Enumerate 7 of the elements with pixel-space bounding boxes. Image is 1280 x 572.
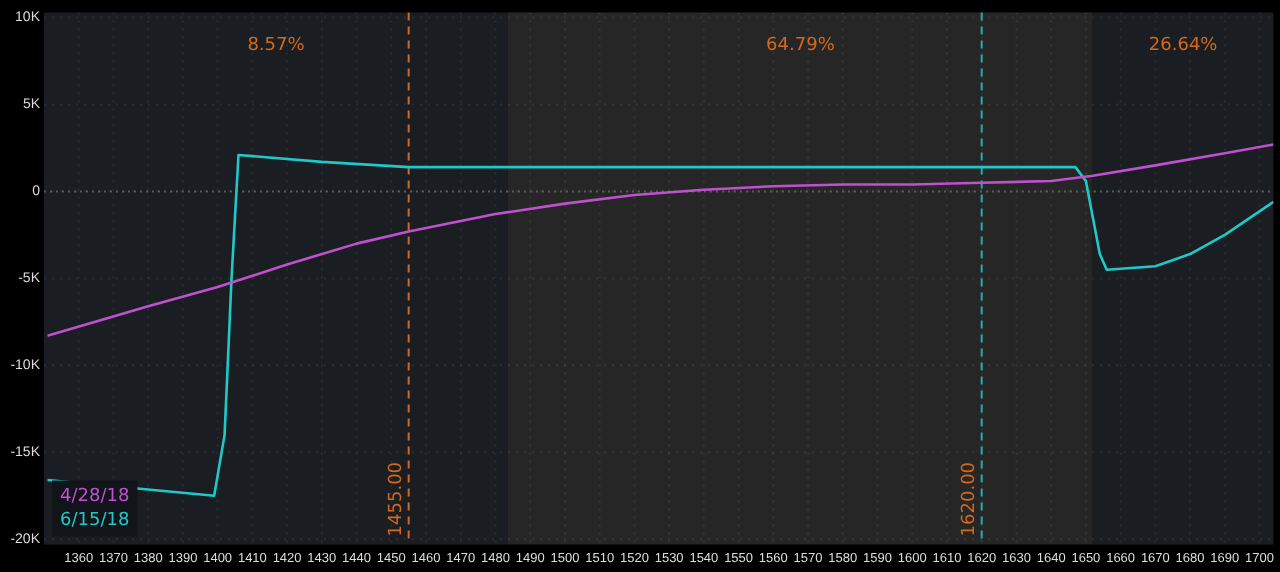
- text: 4/28/18: [60, 487, 130, 508]
- ref-line-label: 1620.00: [960, 461, 981, 537]
- band-label: 26.64%: [1148, 36, 1219, 57]
- ref-line-label: 1455.00: [387, 461, 408, 537]
- band-label: 64.79%: [766, 36, 836, 57]
- band-label: 8.57%: [247, 36, 306, 57]
- series-label: 6/15/18: [60, 511, 130, 532]
